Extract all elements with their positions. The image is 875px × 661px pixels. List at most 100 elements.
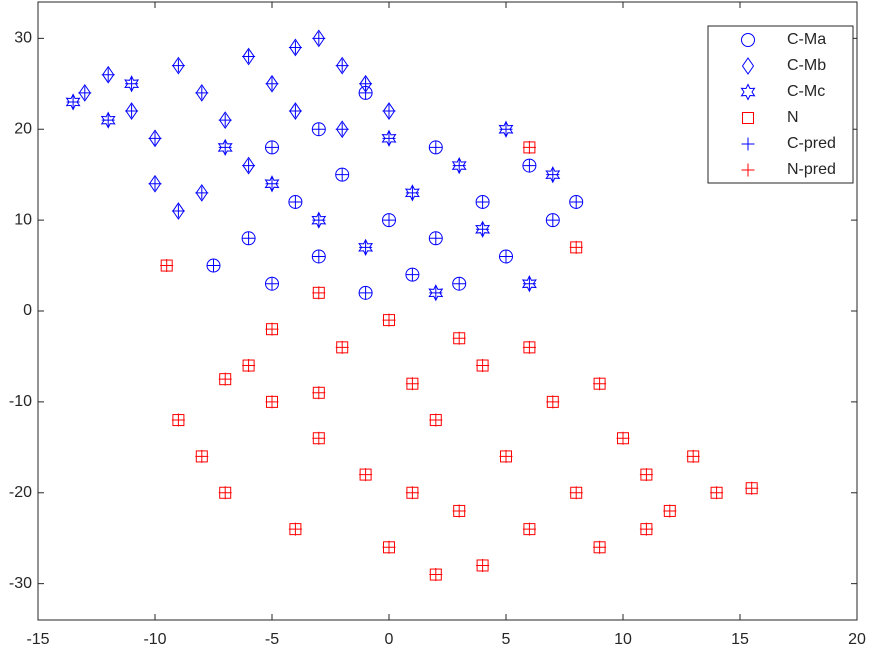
point: [288, 522, 302, 536]
point: [148, 129, 162, 148]
point: [172, 202, 185, 220]
point: [499, 449, 513, 463]
point: [65, 93, 81, 111]
legend: C-Ma C-Mb C-Mc N C-pred N-pred: [707, 25, 854, 184]
point: [195, 186, 209, 200]
point: [569, 486, 583, 500]
point: [172, 56, 185, 75]
point: [148, 174, 162, 193]
point: [405, 486, 419, 500]
point: [546, 213, 560, 227]
point: [265, 322, 279, 336]
point: [451, 156, 467, 175]
point: [546, 395, 560, 409]
point: [476, 558, 490, 572]
point: [663, 504, 677, 518]
point: [78, 86, 92, 100]
point: [242, 359, 256, 373]
point: [452, 504, 466, 518]
point: [218, 372, 232, 386]
point: [382, 131, 396, 145]
y-tick-label: 20: [14, 120, 32, 137]
legend-label: N: [787, 109, 799, 126]
point: [545, 166, 561, 184]
point: [429, 231, 443, 245]
legend-marker: [741, 33, 755, 47]
legend-label: C-Mb: [787, 57, 826, 74]
x-tick-label: 15: [731, 631, 749, 648]
point: [288, 195, 302, 209]
point: [404, 184, 420, 202]
y-tick-label: -30: [9, 575, 32, 592]
point: [569, 195, 583, 209]
point: [405, 377, 419, 391]
point: [265, 395, 279, 409]
point: [242, 159, 256, 173]
point: [521, 275, 537, 293]
point: [522, 340, 536, 354]
point: [429, 140, 443, 154]
x-tick-label: 5: [502, 631, 511, 648]
legend-marker: [741, 137, 755, 151]
point: [148, 131, 162, 145]
point: [336, 56, 349, 75]
x-tick-label: 10: [614, 631, 632, 648]
x-tick-label: 0: [385, 631, 394, 648]
point: [452, 277, 466, 291]
point: [124, 75, 140, 93]
point: [265, 74, 279, 93]
point: [265, 177, 279, 191]
series-2: [65, 75, 561, 302]
legend-box: [707, 25, 854, 184]
point: [265, 77, 279, 91]
legend-label: C-pred: [787, 135, 836, 152]
point: [218, 113, 232, 127]
point: [195, 449, 209, 463]
legend-marker: [742, 112, 754, 124]
point: [335, 122, 349, 136]
point: [125, 104, 139, 118]
point: [289, 38, 302, 57]
point: [639, 522, 653, 536]
point: [359, 77, 373, 91]
point: [522, 140, 536, 154]
point: [242, 231, 256, 245]
point: [359, 468, 373, 482]
legend-marker: [741, 163, 755, 177]
point: [288, 40, 302, 54]
point: [101, 113, 115, 127]
point: [522, 277, 536, 291]
y-tick-label: 0: [23, 302, 32, 319]
x-tick-label: 20: [848, 631, 866, 648]
point: [639, 468, 653, 482]
point: [148, 177, 162, 191]
legend-marker: [740, 83, 756, 101]
point: [382, 102, 396, 120]
point: [335, 168, 349, 182]
point: [219, 111, 232, 130]
point: [359, 286, 373, 300]
y-tick-label: -10: [9, 393, 32, 410]
point: [382, 313, 396, 327]
point: [382, 213, 396, 227]
point: [242, 47, 255, 66]
point: [160, 259, 174, 273]
point: [218, 140, 232, 154]
point: [289, 102, 302, 120]
point: [78, 83, 91, 102]
point: [476, 222, 490, 236]
point: [242, 50, 256, 64]
series-5: [160, 140, 759, 582]
point: [195, 183, 208, 202]
y-tick-label: 10: [14, 211, 32, 228]
point: [476, 359, 490, 373]
point: [311, 211, 327, 229]
point: [171, 204, 185, 218]
legend-label: N-pred: [787, 161, 836, 178]
point: [499, 249, 513, 263]
point: [616, 431, 630, 445]
point: [312, 31, 326, 45]
point: [217, 138, 233, 157]
